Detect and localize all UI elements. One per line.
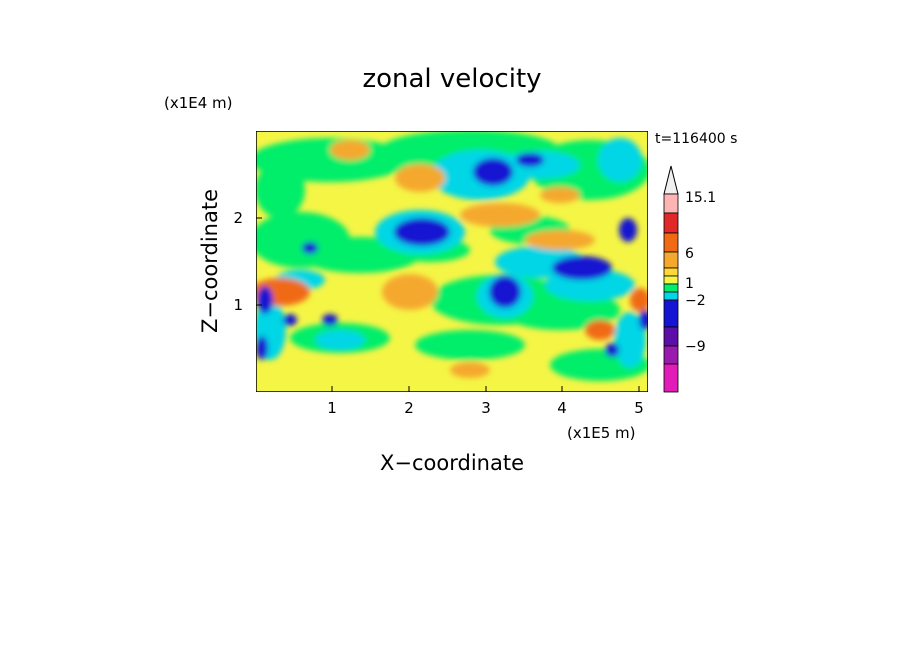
colorbar-label: −9	[685, 339, 706, 355]
colorbar-band	[663, 232, 679, 253]
colorbar-band	[663, 212, 679, 234]
x-axis-label: X−coordinate	[380, 451, 524, 475]
colorbar-band	[663, 283, 679, 293]
chart-title: zonal velocity	[362, 64, 541, 94]
y-axis-label: Z−coordinate	[198, 189, 222, 333]
colorbar-band	[663, 291, 679, 301]
time-label: t=116400 s	[655, 131, 737, 147]
colorbar-label: 1	[685, 276, 694, 292]
x-tick-label: 5	[634, 399, 644, 417]
colorbar-band	[663, 193, 679, 214]
colorbar-band	[663, 267, 679, 277]
x-unit-label: (x1E5 m)	[567, 424, 636, 442]
x-tick-label: 3	[481, 399, 491, 417]
y-ticks	[256, 217, 262, 306]
colorbar-band	[663, 275, 679, 285]
y-unit-label: (x1E4 m)	[164, 94, 233, 112]
colorbar-label: 15.1	[685, 190, 716, 206]
y-tick-label: 2	[233, 209, 243, 227]
x-tick-label: 2	[404, 399, 414, 417]
contour-field	[256, 131, 648, 392]
colorbar-arrow	[663, 165, 679, 195]
colorbar-band	[663, 363, 679, 393]
x-tick-label: 4	[557, 399, 567, 417]
colorbar-label: −2	[685, 293, 706, 309]
colorbar-band	[663, 299, 679, 328]
y-tick-label: 1	[233, 296, 243, 314]
x-ticks	[331, 386, 640, 392]
colorbar-label: 6	[685, 246, 694, 262]
colorbar-band	[663, 251, 679, 269]
colorbar	[663, 165, 679, 393]
x-tick-label: 1	[327, 399, 337, 417]
colorbar-band	[663, 326, 679, 347]
colorbar-band	[663, 345, 679, 365]
